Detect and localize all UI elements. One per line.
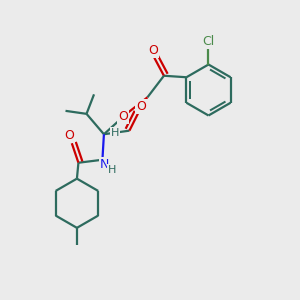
Text: Cl: Cl (202, 35, 214, 48)
Text: O: O (148, 44, 158, 57)
Text: O: O (64, 129, 74, 142)
Text: O: O (136, 100, 146, 112)
Text: O: O (118, 110, 128, 123)
Text: H: H (108, 165, 116, 175)
Text: N: N (100, 158, 109, 171)
Text: H: H (111, 128, 119, 138)
